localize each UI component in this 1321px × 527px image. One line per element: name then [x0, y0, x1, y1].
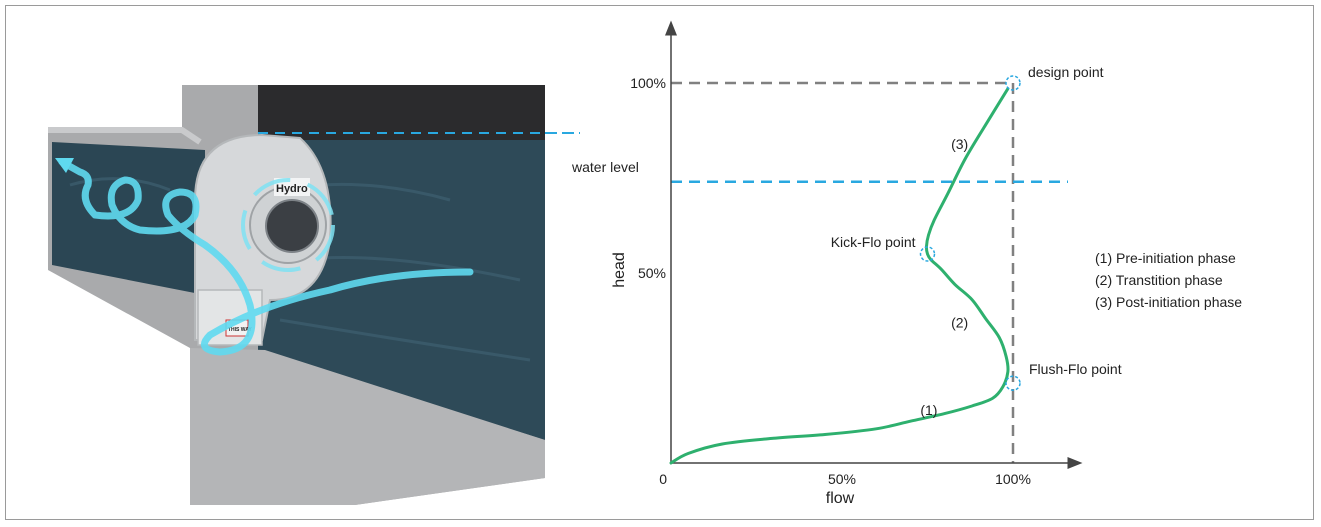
flow-arrow-head [55, 158, 74, 173]
annotation-marker [1005, 375, 1021, 391]
annotation-label: Flush-Flo point [1029, 361, 1122, 377]
this-way-text: THIS WAY [228, 327, 252, 333]
front-wall [190, 348, 545, 505]
y-tick-label: 50% [638, 265, 666, 281]
annotation-marker [919, 246, 936, 262]
annotation-label: Kick-Flo point [831, 234, 916, 250]
x-tick-label: 50% [828, 471, 856, 487]
hydro-brand-text: Hydro [276, 183, 308, 195]
legend: (1) Pre-initiation phase (2) Transtition … [1095, 250, 1242, 310]
device-swirl-icon [241, 178, 335, 272]
flow-spiral-arrow [58, 158, 474, 356]
phase-label: (1) [920, 402, 937, 418]
reference-lines [545, 81, 1068, 463]
water-level-label: water level [571, 159, 639, 175]
wall-top-shadow [258, 85, 545, 140]
phase-labels-group: (1) (2) (3) [920, 136, 968, 418]
hydro-brand-plate [274, 178, 310, 196]
legend-item: (3) Post-initiation phase [1095, 294, 1242, 310]
inlet-pipe-rim [48, 127, 202, 145]
hydro-device-outlet [265, 199, 319, 253]
series-line-0 [669, 87, 1010, 465]
series-group [669, 87, 1010, 465]
y-axis-label: head [611, 252, 628, 288]
annotation-marker [1005, 75, 1021, 91]
x-tick-label: 100% [995, 471, 1031, 487]
annotations-group: design point Kick-Flo point Flush-Flo poin… [831, 64, 1122, 391]
x-tick-label: 0 [659, 471, 667, 487]
phase-label: (3) [951, 136, 968, 152]
phase-label: (2) [951, 314, 968, 330]
x-axis-label: flow [826, 490, 855, 507]
legend-item: (2) Transtition phase [1095, 272, 1223, 288]
y-tick-label: 100% [630, 75, 666, 91]
legend-item: (1) Pre-initiation phase [1095, 250, 1236, 266]
tick-labels: 0 50% 100% 50% 100% [630, 75, 1031, 487]
annotation-label: design point [1028, 64, 1104, 80]
